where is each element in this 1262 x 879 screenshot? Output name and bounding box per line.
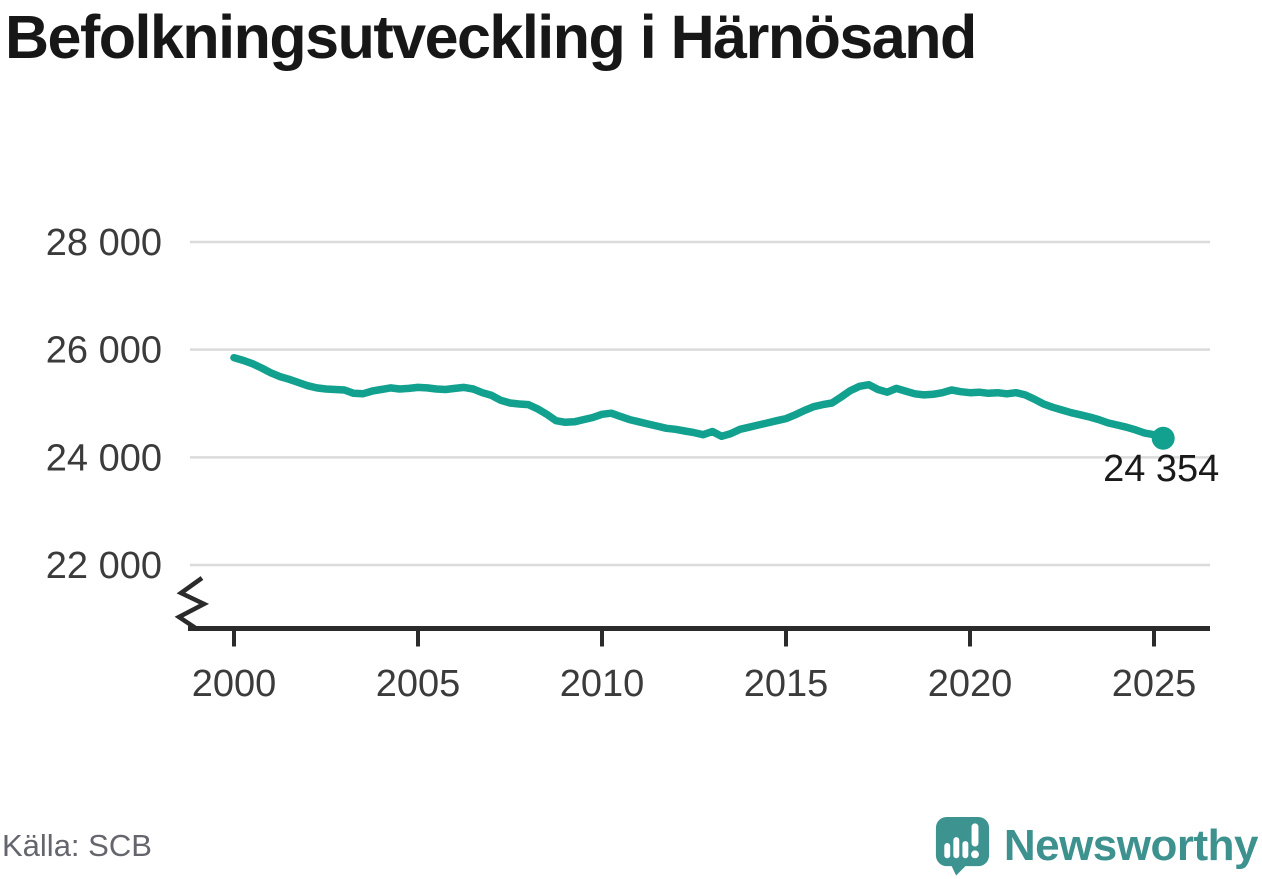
logo-bar-medium — [962, 841, 969, 859]
x-tick-label: 2020 — [928, 663, 1013, 705]
y-tick-label: 24 000 — [46, 437, 162, 479]
axis-break-icon — [174, 576, 210, 631]
logo-bar-tall — [953, 837, 960, 859]
x-tick-label: 2010 — [560, 663, 645, 705]
x-tick-label: 2015 — [744, 663, 829, 705]
brand-name: Newsworthy — [1003, 820, 1259, 870]
y-tick-label: 28 000 — [46, 222, 162, 264]
logo-exclamation-bar — [971, 823, 979, 847]
logo-bar-short — [944, 843, 951, 859]
logo-exclamation-dot — [970, 850, 979, 859]
x-tick-label: 2025 — [1112, 663, 1197, 705]
source-label: Källa: SCB — [2, 827, 152, 863]
y-tick-label: 22 000 — [46, 545, 162, 587]
x-tick-label: 2000 — [192, 663, 277, 705]
y-tick-label: 26 000 — [46, 330, 162, 372]
x-tick-label: 2005 — [376, 663, 461, 705]
population-line — [230, 353, 1167, 443]
last-point-marker — [1151, 426, 1175, 450]
footer: Källa: SCB Newsworthy — [0, 812, 1262, 879]
chart-title: Befolkningsutveckling i Härnösand — [5, 3, 977, 71]
newsworthy-logo: Newsworthy — [931, 814, 1259, 877]
newsworthy-logo-icon — [935, 816, 989, 876]
last-point-label: 24 354 — [1103, 448, 1219, 490]
